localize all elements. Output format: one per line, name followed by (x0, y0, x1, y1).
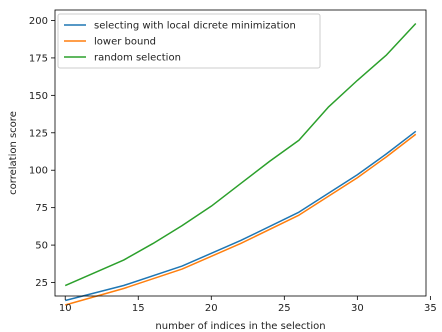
x-tick-label: 10 (59, 303, 72, 314)
legend-label-1: selecting with local dicrete minimizatio… (94, 21, 296, 32)
x-tick-label: 30 (351, 303, 364, 314)
y-tick-label: 50 (35, 241, 48, 252)
x-tick-label: 15 (132, 303, 145, 314)
x-tick-label: 25 (278, 303, 291, 314)
legend-label-3: random selection (94, 53, 181, 64)
x-tick-label: 35 (424, 303, 437, 314)
y-axis-label: correlation score (8, 111, 19, 195)
y-tick-label: 100 (29, 166, 48, 177)
legend: selecting with local dicrete minimizatio… (57, 13, 321, 69)
y-tick-label: 125 (29, 128, 48, 139)
series-line-2 (65, 133, 417, 306)
y-tick-label: 150 (29, 91, 48, 102)
y-tick-label: 25 (35, 278, 48, 289)
series-line-3 (64, 22, 417, 287)
y-tick-label: 75 (35, 203, 48, 214)
axes-layer: 10 15 20 25 30 35 25 50 75 100 125 150 175 200 (29, 9, 437, 314)
plot-frame (54, 9, 427, 297)
x-tick-label: 20 (205, 303, 218, 314)
series-layer (64, 22, 417, 306)
y-tick-label: 200 (29, 16, 48, 27)
legend-box (57, 13, 321, 69)
x-axis-label: number of indices in the selection (155, 321, 325, 332)
legend-label-2: lower bound (94, 37, 156, 48)
series-line-1 (65, 130, 417, 302)
y-tick-label: 175 (29, 53, 48, 64)
